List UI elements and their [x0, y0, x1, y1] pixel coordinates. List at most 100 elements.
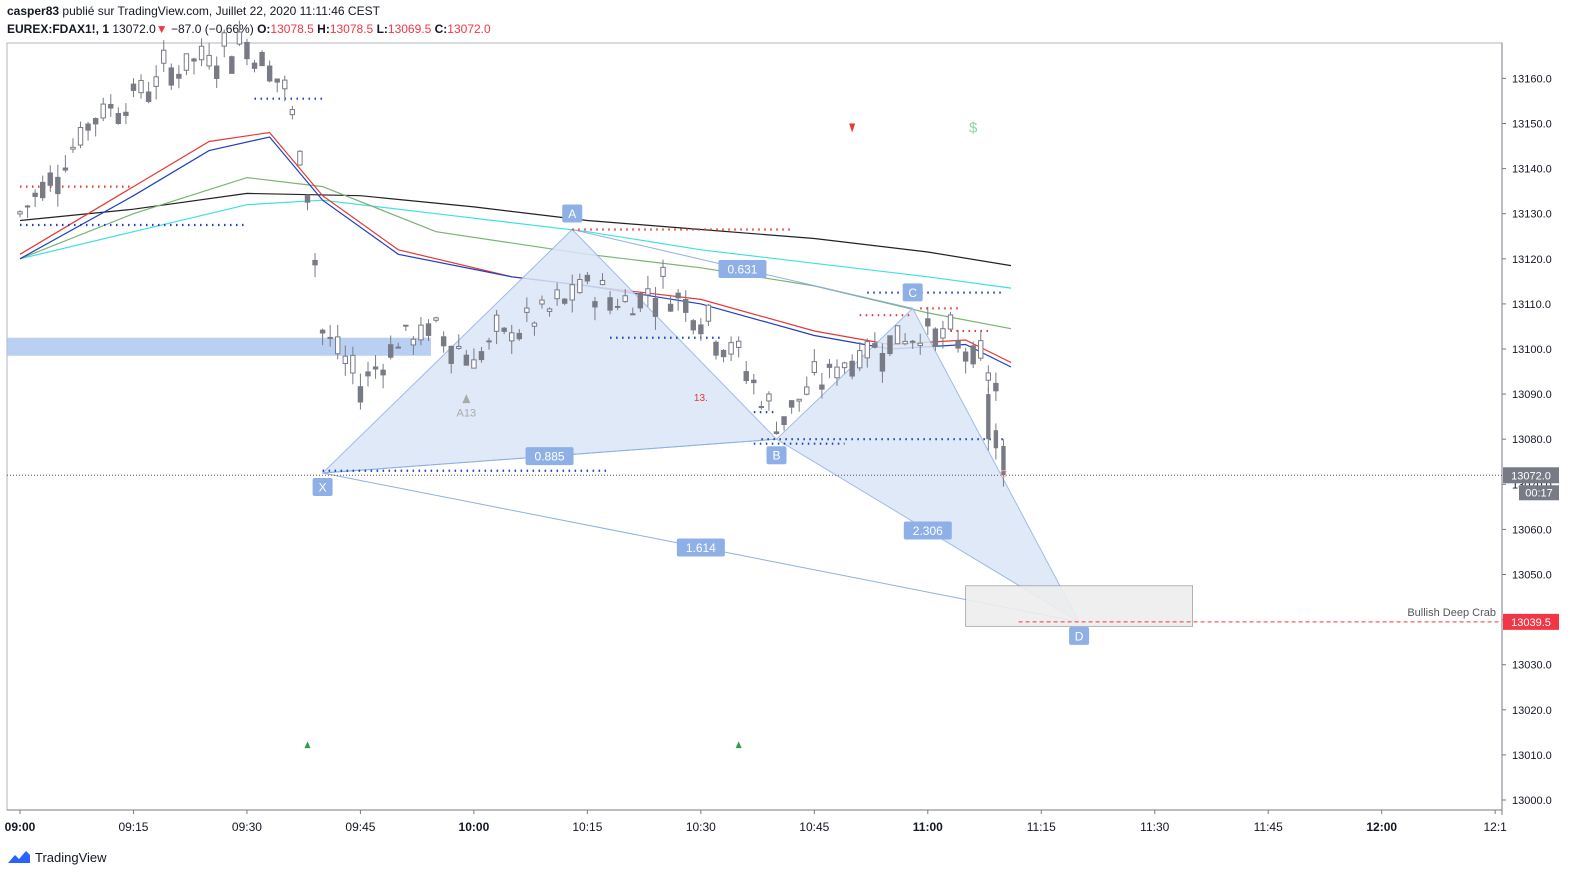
candle-body: [713, 341, 719, 356]
x-tick-label: 09:15: [118, 820, 148, 834]
candle-body: [894, 325, 901, 345]
candle-body: [554, 289, 560, 300]
point-d-label: D: [1075, 629, 1084, 643]
ma-black-line: [19, 192, 1012, 267]
c-annotation: C: [999, 469, 1007, 481]
candle-body: [229, 56, 235, 74]
ma-green-line: [19, 176, 1012, 330]
candle-body: [509, 332, 515, 342]
y-tick-label: 13090.0: [1512, 389, 1552, 401]
candle-body: [690, 320, 696, 331]
candle-body: [327, 336, 333, 339]
candle-body: [32, 192, 38, 197]
last-price: 13072.0: [112, 22, 156, 36]
candle-body: [569, 284, 575, 301]
ratio-xb-label-bg: [525, 447, 574, 466]
candle-body: [403, 324, 409, 327]
candle-body: [274, 78, 280, 83]
candle-body: [493, 314, 500, 332]
candle-body: [100, 103, 106, 119]
x-tick-label: 10:00: [459, 820, 490, 834]
low-label: L:: [376, 22, 388, 36]
y-tick-label: 13060.0: [1512, 524, 1552, 536]
candle-body: [993, 430, 999, 449]
ratio-xd-label: 1.614: [686, 541, 716, 555]
candle-body: [433, 317, 439, 321]
candle-body: [804, 386, 810, 395]
candle-body: [819, 384, 825, 390]
candle-body: [1001, 445, 1006, 476]
x-tick-label: 10:45: [799, 820, 829, 834]
candle-body: [539, 299, 545, 305]
point-x-label: X: [319, 481, 327, 495]
candle-body: [630, 313, 636, 316]
candle-body: [705, 304, 712, 322]
candle-body: [826, 363, 833, 368]
sell-arrow-icon: [849, 123, 856, 133]
countdown-text: 00:17: [1525, 487, 1553, 499]
open-value: 13078.5: [270, 22, 314, 36]
candle-body: [259, 51, 265, 67]
candle-body: [546, 308, 553, 312]
candle-body: [622, 295, 628, 303]
candle-body: [471, 359, 477, 369]
publisher-name[interactable]: casper83: [7, 4, 60, 18]
point-c-label-bg: [902, 283, 923, 302]
x-tick-label: 09:00: [5, 820, 36, 834]
buy-arrow-icon: [304, 741, 311, 749]
candle-body: [841, 362, 848, 369]
change-value: −87.0 (−0.66%): [171, 22, 254, 36]
candle-body: [145, 91, 152, 103]
candle-body: [153, 76, 159, 87]
candle-body: [947, 314, 954, 330]
x-tick-label: 12:1: [1483, 820, 1507, 834]
ratio-xb-label: 0.885: [535, 450, 565, 464]
candle-body: [720, 349, 727, 358]
high-label: H:: [317, 22, 330, 36]
candle-body: [735, 340, 742, 348]
candle-body: [864, 341, 870, 359]
x-tick-label: 10:15: [572, 820, 602, 834]
pattern-name-label: Bullish Deep Crab: [1407, 607, 1496, 619]
candle-body: [213, 65, 220, 79]
candle-body: [917, 342, 923, 346]
candle-body: [781, 416, 787, 426]
candle-body: [698, 324, 704, 335]
current-price-badge: [1503, 467, 1559, 484]
candle-body: [123, 111, 129, 116]
candle-body: [683, 299, 689, 313]
candle-body: [978, 340, 984, 359]
close-label: C:: [434, 22, 448, 36]
y-tick-label: 13150.0: [1512, 119, 1552, 131]
candle-body: [932, 328, 939, 348]
candle-body: [312, 259, 318, 266]
high-value: 13078.5: [329, 22, 374, 36]
candle-body: [92, 117, 99, 125]
y-tick-label: 13140.0: [1512, 164, 1552, 176]
candle-body: [652, 297, 659, 317]
candle-body: [456, 345, 462, 349]
candle-body: [524, 307, 530, 313]
candle-body: [448, 345, 454, 364]
candle-body: [766, 393, 772, 402]
ratio-bd-label: 2.306: [913, 524, 943, 538]
candle-body: [304, 194, 311, 203]
candle-body: [357, 386, 364, 403]
y-tick-label: 13020.0: [1512, 705, 1552, 717]
publisher-line: casper83 publié sur TradingView.com, Jui…: [7, 4, 380, 18]
candle-body: [811, 361, 818, 373]
close-value: 13072.0: [447, 22, 491, 36]
x-tick-label: 09:45: [345, 820, 375, 834]
symbol-label[interactable]: EUREX:FDAX1!, 1: [7, 22, 110, 36]
candle-body: [282, 79, 288, 90]
x-tick-label: 09:30: [232, 820, 262, 834]
candle-body: [77, 127, 84, 146]
candle-body: [17, 211, 23, 215]
candle-body: [440, 336, 447, 347]
y-tick-label: 13030.0: [1512, 660, 1552, 672]
ma-cyan-line: [19, 199, 1012, 289]
x-tick-label: 10:30: [686, 820, 716, 834]
tradingview-footer[interactable]: TradingView: [7, 849, 107, 865]
ratio-xd-label-bg: [676, 538, 725, 557]
